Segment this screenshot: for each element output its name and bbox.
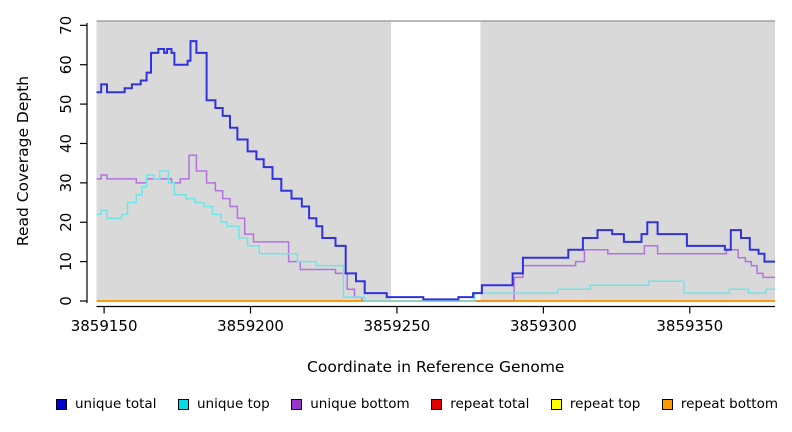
- x-axis-title: Coordinate in Reference Genome: [307, 358, 564, 376]
- y-tick-label: 10: [57, 252, 75, 271]
- legend-label: unique total: [75, 396, 157, 412]
- y-tick-label: 50: [57, 95, 75, 114]
- coverage-plot: 3859150 3859200 3859250 3859300 3859350 0 10 20…: [14, 16, 775, 376]
- legend-item-unique-bottom: unique bottom: [291, 396, 410, 412]
- y-tick-label: 60: [57, 55, 75, 74]
- legend-label: repeat bottom: [680, 396, 778, 412]
- y-tick-label: 70: [57, 16, 75, 35]
- legend-label: unique bottom: [310, 396, 410, 412]
- y-tick-label: 30: [57, 173, 75, 192]
- legend-item-repeat-total: repeat total: [431, 396, 529, 412]
- y-axis-title: Read Coverage Depth: [14, 76, 32, 246]
- x-tick-label: 3859250: [364, 317, 431, 335]
- legend-item-unique-top: unique top: [178, 396, 270, 412]
- legend-swatch-icon: [56, 398, 67, 410]
- legend-label: repeat top: [569, 396, 641, 412]
- series-unique-bottom: [96, 154, 775, 302]
- legend-swatch-icon: [550, 398, 562, 410]
- y-tick-label: 0: [57, 296, 75, 306]
- legend-swatch-icon: [661, 398, 673, 410]
- legend-item-repeat-top: repeat top: [550, 396, 641, 412]
- legend-swatch-icon: [291, 398, 303, 410]
- legend-label: unique top: [197, 396, 270, 412]
- legend-swatch-icon: [178, 398, 189, 410]
- x-tick-label: 3859150: [71, 317, 138, 335]
- series-unique-top: [96, 170, 775, 302]
- legend-label: repeat total: [450, 396, 530, 412]
- y-tick-label: 40: [57, 134, 75, 153]
- series-unique-total: [96, 40, 775, 301]
- y-tick-label: 20: [57, 213, 75, 232]
- legend: unique total unique top unique bottom repea…: [0, 396, 792, 412]
- x-tick-label: 3859350: [656, 317, 723, 335]
- x-tick-label: 3859200: [217, 317, 284, 335]
- x-tick-label: 3859300: [510, 317, 577, 335]
- legend-swatch-icon: [431, 398, 443, 410]
- coverage-gap-band: [391, 21, 481, 301]
- legend-item-unique-total: unique total: [56, 396, 156, 412]
- legend-item-repeat-bottom: repeat bottom: [661, 396, 778, 412]
